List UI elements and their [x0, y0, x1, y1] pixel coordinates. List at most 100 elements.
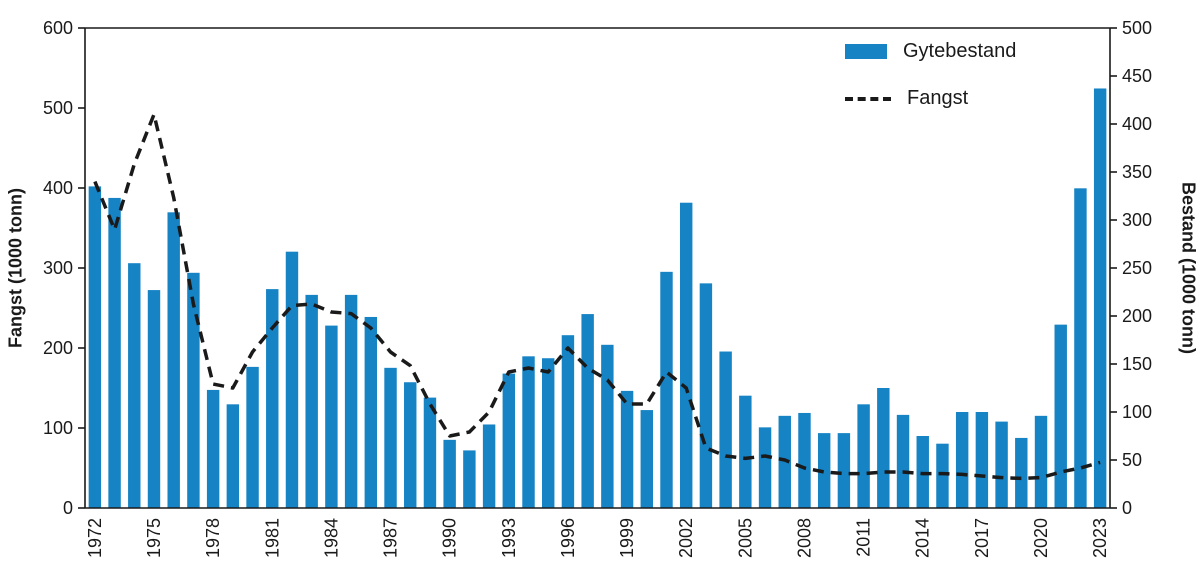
bar-2010 [837, 433, 851, 508]
legend-label-fangst: Fangst [907, 87, 969, 109]
bar-1986 [364, 316, 378, 508]
bar-1985 [344, 294, 358, 508]
plot-border [84, 27, 1111, 509]
x-axis-tick-2002: 2002 [676, 518, 696, 558]
bar-1982 [285, 251, 299, 508]
right-axis-tick: 450 [1122, 66, 1152, 86]
left-axis-tick: 300 [43, 258, 73, 278]
bar-2012 [877, 388, 890, 508]
bar-1974 [128, 263, 141, 508]
bar-2019 [1015, 437, 1028, 508]
bar-2001 [660, 271, 673, 508]
bar-2000 [640, 410, 653, 508]
fangst-line [93, 112, 1101, 481]
right-axis-tick: 100 [1122, 402, 1152, 422]
left-axis-tick: 200 [43, 338, 73, 358]
x-axis-tick-2008: 2008 [794, 518, 814, 558]
x-axis-tick-1999: 1999 [617, 518, 637, 558]
bar-2023 [1093, 88, 1107, 508]
bar-1998 [601, 344, 614, 508]
bar-2020 [1034, 415, 1048, 508]
x-axis-tick-2017: 2017 [972, 518, 992, 558]
bar-1977 [187, 272, 200, 508]
legend-item-fangst: Fangst [845, 87, 1016, 110]
right-axis-tick: 150 [1122, 354, 1152, 374]
bar-2022 [1074, 188, 1087, 508]
x-axis-tick-2011: 2011 [854, 518, 874, 557]
bar-2011 [857, 404, 870, 508]
x-axis-tick-1987: 1987 [381, 518, 401, 558]
right-axis-tick: 200 [1122, 306, 1152, 326]
right-axis-label: Bestand (1000 tonn) [1178, 181, 1199, 355]
bar-1992 [482, 424, 496, 508]
left-axis-tick: 0 [63, 498, 73, 518]
bar-1976 [167, 212, 180, 508]
bar-2005 [739, 395, 752, 508]
x-axis-tick-2023: 2023 [1090, 518, 1110, 558]
bar-2006 [758, 427, 772, 508]
bar-1980 [246, 366, 259, 508]
bar-swatch-icon [845, 44, 887, 59]
bar-1994 [522, 356, 535, 508]
x-axis-tick-1975: 1975 [144, 518, 164, 558]
right-axis-tick: 500 [1122, 18, 1152, 38]
x-axis-tick-1981: 1981 [262, 518, 282, 558]
x-axis-tick-1990: 1990 [440, 518, 460, 558]
dashed-line-swatch-icon [845, 96, 891, 101]
right-axis-tick: 400 [1122, 114, 1152, 134]
bar-1993 [502, 373, 516, 508]
right-axis-tick: 50 [1122, 450, 1142, 470]
bar-1990 [443, 439, 456, 508]
right-axis-tick: 300 [1122, 210, 1152, 230]
x-axis-tick-1972: 1972 [85, 518, 105, 558]
bar-2009 [817, 433, 831, 508]
x-axis-tick-1993: 1993 [499, 518, 519, 558]
left-axis-tick: 500 [43, 98, 73, 118]
bar-1973 [108, 197, 121, 509]
x-axis-tick-1984: 1984 [321, 518, 341, 558]
bar-2007 [778, 415, 791, 508]
bar-1989 [423, 397, 437, 508]
bar-2002 [679, 202, 693, 508]
bar-1984 [325, 325, 338, 508]
x-axis-tick-2014: 2014 [913, 518, 933, 558]
bar-1981 [266, 289, 279, 508]
bar-1972 [88, 186, 102, 508]
x-axis-tick-2020: 2020 [1031, 518, 1051, 558]
x-axis-tick-1996: 1996 [558, 518, 578, 558]
bar-2015 [936, 443, 949, 508]
bar-1999 [620, 390, 634, 508]
right-axis-tick: 350 [1122, 162, 1152, 182]
bar-2008 [798, 412, 811, 508]
bar-1996 [561, 335, 575, 508]
left-axis-label: Fangst (1000 tonn) [5, 187, 26, 349]
left-axis-tick: 100 [43, 418, 73, 438]
bar-2016 [955, 412, 969, 508]
bar-2004 [719, 351, 732, 508]
bar-1983 [305, 294, 318, 508]
bar-1987 [384, 367, 397, 508]
bar-2013 [896, 414, 910, 508]
bar-2017 [975, 412, 989, 508]
x-axis-tick-2005: 2005 [735, 518, 755, 558]
bar-1979 [226, 404, 240, 508]
bar-2021 [1054, 324, 1067, 508]
bar-1995 [542, 358, 555, 508]
right-axis-tick: 0 [1122, 498, 1132, 518]
left-axis-tick: 400 [43, 178, 73, 198]
bar-1997 [581, 314, 594, 508]
bar-1978 [206, 389, 220, 508]
x-axis-tick-1978: 1978 [203, 518, 223, 558]
legend-label-gytebestand: Gytebestand [903, 40, 1017, 62]
legend-item-gytebestand: Gytebestand [845, 40, 1016, 63]
bar-2018 [995, 421, 1008, 508]
chart-legend: Gytebestand Fangst [845, 40, 1016, 110]
left-axis-tick: 600 [43, 18, 73, 38]
bar-1988 [404, 382, 417, 508]
right-axis-tick: 250 [1122, 258, 1152, 278]
bar-1991 [463, 450, 476, 508]
bar-1975 [147, 290, 161, 508]
bar-2003 [699, 283, 713, 508]
